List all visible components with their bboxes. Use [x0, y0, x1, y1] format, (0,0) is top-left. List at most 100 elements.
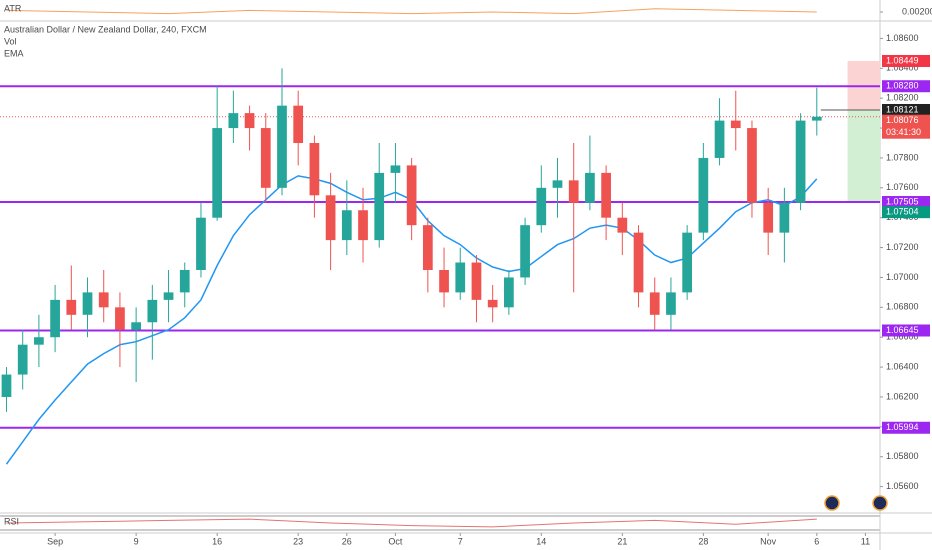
- candle-body: [568, 180, 579, 203]
- candle-body: [374, 172, 385, 241]
- y-tick-label: 1.06600: [886, 332, 919, 342]
- atr-line: [6, 8, 817, 15]
- candle-body: [633, 232, 644, 293]
- candle-body: [147, 299, 158, 323]
- candle-body: [504, 277, 514, 308]
- y-tick-label: 1.07000: [886, 272, 919, 282]
- y-tick-label: 1.05800: [886, 451, 919, 461]
- y-tick-label: 1.07200: [886, 242, 919, 252]
- candle-body: [455, 262, 466, 293]
- candle-body: [17, 344, 28, 375]
- candle-body: [212, 128, 223, 218]
- candle-body: [309, 143, 320, 196]
- candle-body: [66, 299, 77, 315]
- candle-body: [585, 172, 595, 203]
- x-tick-label: Nov: [760, 536, 777, 546]
- y-tick-label: 1.06200: [886, 391, 919, 401]
- candle-body: [617, 217, 628, 233]
- level-label: 1.05994: [886, 422, 919, 432]
- legend-symbol: Australian Dollar / New Zealand Dollar, …: [4, 24, 207, 34]
- candle-body: [811, 116, 822, 121]
- candle-body: [552, 180, 563, 188]
- rsi-line: [6, 518, 817, 528]
- candle-body: [341, 210, 352, 241]
- x-tick-label: 9: [134, 536, 139, 546]
- level-label-box: [882, 421, 930, 434]
- stop-label-box: [882, 54, 930, 67]
- y-tick-label: 1.07600: [886, 182, 919, 192]
- legend-vol: Vol: [4, 36, 17, 46]
- candle-body: [795, 120, 806, 203]
- y-tick-label: 1.08600: [886, 33, 919, 43]
- candle-body: [601, 172, 611, 218]
- x-tick-label: Sep: [47, 536, 63, 546]
- x-tick-label: Oct: [388, 536, 403, 546]
- x-tick-label: 16: [212, 536, 222, 546]
- x-tick-label: 26: [342, 536, 352, 546]
- last-price-box: [882, 114, 930, 139]
- stop-label: 1.08449: [886, 55, 919, 65]
- candle-body: [520, 225, 530, 278]
- candle-body: [439, 269, 449, 293]
- target-label: 1.07504: [886, 207, 919, 217]
- candle-body: [196, 217, 206, 270]
- x-tick-label: 23: [293, 536, 303, 546]
- level-label-box: [882, 80, 930, 93]
- candle-body: [698, 157, 709, 233]
- x-tick-label: 6: [814, 536, 819, 546]
- icon[interactable]: [824, 495, 840, 511]
- candle-body: [163, 292, 174, 300]
- candle-body: [747, 128, 757, 203]
- candle-body: [244, 113, 255, 129]
- candle-body: [763, 202, 774, 233]
- entry-label-box: [882, 103, 930, 116]
- candle-body: [536, 187, 547, 226]
- level-label-box: [882, 324, 930, 337]
- candle-body: [98, 292, 109, 308]
- atr-title: ATR: [4, 3, 22, 13]
- candle-body: [730, 120, 741, 129]
- candle-body: [358, 210, 368, 241]
- rsi-title: RSI: [4, 516, 19, 526]
- candle-body: [390, 165, 401, 173]
- candle-body: [277, 105, 287, 188]
- atr-tick-label: 0.00200: [902, 6, 932, 16]
- candle-body: [260, 128, 271, 188]
- candle-body: [487, 299, 498, 308]
- candle-body: [682, 232, 693, 293]
- legend-ema: EMA: [4, 48, 24, 58]
- level-label: 1.07505: [886, 196, 919, 206]
- y-tick-label: 1.06400: [886, 361, 919, 371]
- x-tick-label: 7: [458, 536, 463, 546]
- candle-body: [1, 374, 12, 397]
- level-label: 1.08280: [886, 81, 919, 91]
- candle-body: [131, 322, 141, 330]
- target-label-box: [882, 206, 930, 219]
- target-zone: [847, 109, 880, 203]
- x-tick-label: 11: [861, 536, 870, 546]
- countdown: 03:41:30: [886, 127, 921, 137]
- last-price-label: 1.08076: [886, 115, 919, 125]
- candle-body: [82, 292, 93, 315]
- level-label-box: [882, 196, 930, 209]
- x-tick-label: 28: [698, 536, 708, 546]
- candle-body: [34, 337, 44, 345]
- plot: 1.056001.058001.060001.062001.064001.066…: [0, 6, 932, 546]
- candle-body: [422, 225, 433, 270]
- candle-body: [471, 262, 482, 300]
- icon[interactable]: [872, 495, 888, 511]
- candle-body: [779, 202, 790, 233]
- candle-body: [115, 307, 125, 330]
- level-label: 1.06645: [886, 325, 919, 335]
- candle-body: [649, 292, 660, 315]
- y-tick-label: 1.07800: [886, 152, 919, 162]
- y-tick-label: 1.06800: [886, 302, 919, 312]
- y-tick-label: 1.05600: [886, 481, 919, 491]
- y-tick-label: 1.08200: [886, 93, 919, 103]
- candle-body: [179, 269, 190, 293]
- candle-body: [666, 292, 676, 315]
- candle-body: [406, 165, 417, 226]
- y-tick-label: 1.08400: [886, 63, 919, 73]
